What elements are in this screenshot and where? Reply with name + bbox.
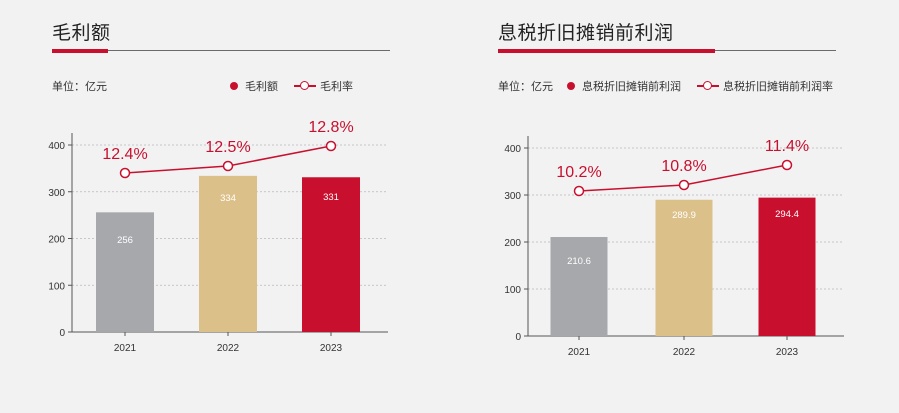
title-accent — [498, 49, 715, 53]
y-tick-label: 100 — [48, 281, 65, 292]
title-accent — [52, 49, 108, 53]
ebitda-panel: 息税折旧摊销前利润 单位：亿元 息税折旧摊销前利润 息税折旧摊销前利润率 0 10… — [449, 0, 898, 413]
margin-value-label: 12.8% — [308, 119, 353, 136]
legend-label: 毛利额 — [245, 80, 278, 93]
legend-dot-icon — [230, 82, 238, 90]
y-tick-label: 0 — [59, 328, 65, 339]
legend: 息税折旧摊销前利润 息税折旧摊销前利润率 — [567, 78, 833, 94]
legend-line-icon — [294, 81, 316, 91]
y-tick-label: 200 — [504, 238, 521, 249]
y-tick-label: 300 — [48, 188, 65, 199]
bar-value-label: 294.4 — [775, 209, 799, 220]
legend-item-line: 毛利率 — [294, 78, 353, 94]
bar — [96, 212, 154, 332]
legend-label: 息税折旧摊销前利润率 — [723, 80, 833, 93]
bar — [199, 175, 257, 332]
margin-value-label: 10.2% — [556, 164, 601, 181]
legend-label: 息税折旧摊销前利润 — [582, 80, 681, 93]
legend-label: 毛利率 — [320, 80, 353, 93]
margin-value-label: 12.5% — [205, 139, 250, 156]
gross-profit-panel: 毛利额 单位：亿元 毛利额 毛利率 0 100 200 300 400 256 334 331… — [0, 0, 449, 413]
x-tick-label: 2021 — [114, 343, 137, 354]
margin-value-label: 12.4% — [102, 146, 147, 163]
y-tick-label: 300 — [504, 191, 521, 202]
chart-title: 息税折旧摊销前利润 — [498, 22, 674, 44]
bar — [550, 237, 608, 336]
bar — [302, 177, 360, 332]
bar-value-label: 289.9 — [672, 210, 696, 221]
gross-profit-chart: 0 100 200 300 400 256 334 331 2021 2022 2023 12.4% 1… — [48, 119, 388, 354]
margin-value-label: 10.8% — [661, 158, 706, 175]
title-rule — [52, 50, 390, 51]
bar-value-label: 256 — [117, 235, 133, 246]
x-tick-label: 2023 — [320, 343, 343, 354]
margin-point — [781, 159, 793, 171]
y-tick-label: 400 — [48, 141, 65, 152]
chart-title: 毛利额 — [52, 22, 111, 44]
bar — [758, 197, 816, 336]
legend-item-line: 息税折旧摊销前利润率 — [697, 78, 833, 94]
unit-label: 单位：亿元 — [52, 80, 107, 93]
margin-point — [325, 140, 337, 152]
bar — [655, 199, 713, 336]
x-tick-label: 2023 — [776, 347, 799, 358]
margin-point — [678, 179, 690, 191]
y-tick-label: 400 — [504, 144, 521, 155]
x-tick-label: 2022 — [673, 347, 696, 358]
margin-point — [222, 160, 234, 172]
x-tick-label: 2021 — [568, 347, 591, 358]
margin-point — [119, 167, 131, 179]
legend-item-bar: 毛利额 — [230, 78, 278, 94]
bar-value-label: 210.6 — [567, 256, 591, 267]
margin-point — [573, 185, 585, 197]
legend: 毛利额 毛利率 — [230, 78, 353, 94]
bar-value-label: 334 — [220, 193, 236, 204]
bar-value-label: 331 — [323, 192, 339, 203]
legend-item-bar: 息税折旧摊销前利润 — [567, 78, 681, 94]
y-tick-label: 100 — [504, 285, 521, 296]
legend-dot-icon — [567, 82, 575, 90]
y-tick-label: 0 — [515, 332, 521, 343]
y-tick-label: 200 — [48, 235, 65, 246]
ebitda-chart: 0 100 200 300 400 210.6 289.9 294.4 2021 2022 2023… — [504, 136, 844, 358]
margin-value-label: 11.4% — [765, 138, 809, 155]
legend-line-icon — [697, 81, 719, 91]
unit-label: 单位：亿元 — [498, 80, 553, 93]
x-tick-label: 2022 — [217, 343, 240, 354]
